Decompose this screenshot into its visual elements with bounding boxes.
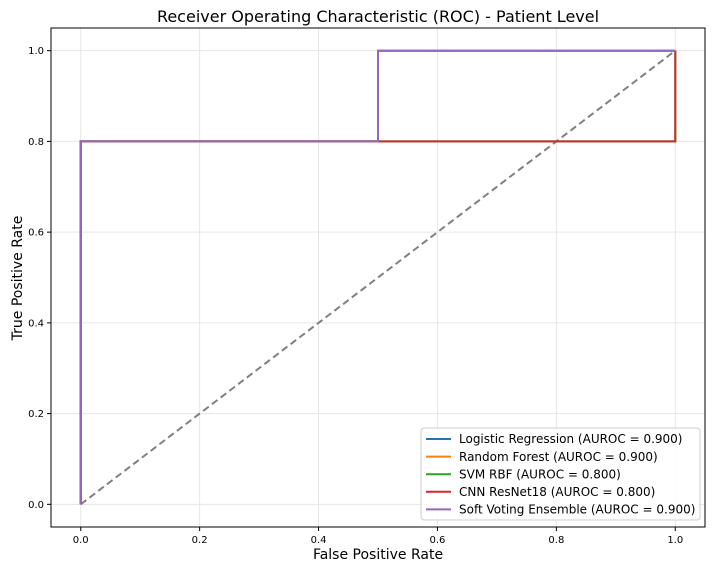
y-tick-label: 0.8 <box>28 137 44 148</box>
y-tick-label: 1.0 <box>28 46 44 57</box>
y-axis-ticks: 0.0 0.2 0.4 0.6 0.8 1.0 <box>28 46 51 511</box>
legend-label: Random Forest (AUROC = 0.900) <box>459 450 658 464</box>
chart-title: Receiver Operating Characteristic (ROC) … <box>157 7 599 26</box>
x-tick-label: 1.0 <box>667 535 683 546</box>
x-axis-ticks: 0.0 0.2 0.4 0.6 0.8 1.0 <box>73 527 683 546</box>
y-axis-label: True Positive Rate <box>10 216 26 342</box>
legend-label: SVM RBF (AUROC = 0.800) <box>459 467 621 481</box>
x-tick-label: 0.0 <box>73 535 89 546</box>
x-axis-label: False Positive Rate <box>313 547 443 563</box>
legend-box <box>420 427 701 521</box>
x-tick-label: 0.6 <box>430 535 446 546</box>
legend-label: CNN ResNet18 (AUROC = 0.800) <box>459 485 655 499</box>
legend: Logistic Regression (AUROC = 0.900) Rando… <box>420 427 701 521</box>
y-tick-label: 0.0 <box>28 500 44 511</box>
y-tick-label: 0.6 <box>28 228 44 239</box>
x-tick-label: 0.2 <box>192 535 208 546</box>
chance-line <box>80 49 676 506</box>
y-tick-label: 0.2 <box>28 409 44 420</box>
x-tick-label: 0.8 <box>548 535 564 546</box>
series-lines <box>79 49 677 505</box>
legend-label: Soft Voting Ensemble (AUROC = 0.900) <box>459 503 695 517</box>
x-tick-label: 0.4 <box>311 535 327 546</box>
legend-label: Logistic Regression (AUROC = 0.900) <box>459 432 682 446</box>
y-tick-label: 0.4 <box>28 318 44 329</box>
chance-diagonal <box>80 49 676 506</box>
series-line-4 <box>79 49 676 505</box>
plot-frame <box>50 27 706 528</box>
